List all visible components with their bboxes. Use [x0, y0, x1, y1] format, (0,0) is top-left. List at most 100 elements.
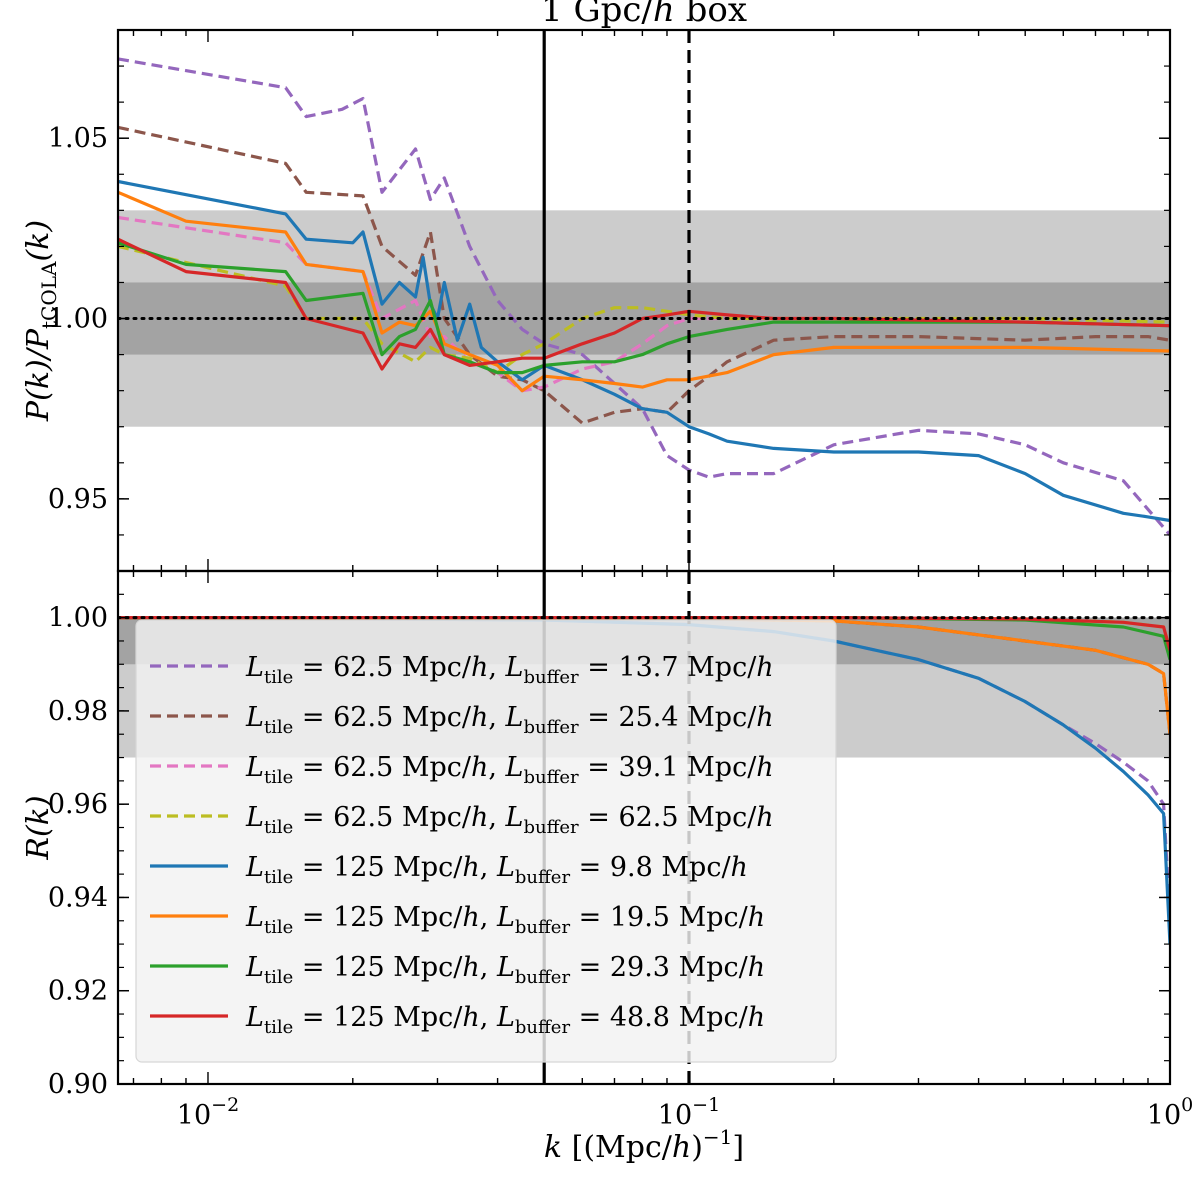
legend-sub-buffer: buffer	[523, 817, 579, 838]
legend-L: L	[505, 702, 524, 733]
xlabel-bracket: ]	[732, 1130, 744, 1165]
legend-L: L	[496, 852, 515, 883]
legend-h: h	[756, 652, 773, 683]
legend-buffer-value: = 9.8 Mpc/	[570, 852, 731, 883]
legend-h: h	[756, 802, 773, 833]
bottom-ytick-label: 0.98	[48, 696, 108, 727]
legend-tile-value: = 125 Mpc/	[293, 952, 463, 983]
legend-sep: ,	[480, 1002, 497, 1033]
top-series-t125_19	[118, 190, 1170, 393]
legend-L: L	[496, 1002, 515, 1033]
legend-box	[135, 619, 837, 1063]
legend-sub-tile: tile	[264, 717, 293, 738]
legend-h: h	[471, 802, 488, 833]
legend-h: h	[756, 752, 773, 783]
legend-entry-t62_62: Ltile = 62.5 Mpc/h, Lbuffer = 62.5 Mpc/h	[245, 802, 774, 838]
legend-entry-t62_25: Ltile = 62.5 Mpc/h, Lbuffer = 25.4 Mpc/h	[245, 702, 774, 738]
legend-L: L	[245, 1002, 264, 1033]
legend-sub-tile: tile	[264, 817, 293, 838]
legend-sep: ,	[480, 952, 497, 983]
top-series-t125_29	[118, 241, 1170, 375]
xtick-exponent: −1	[692, 1094, 720, 1116]
xtick-exponent: −2	[211, 1094, 239, 1116]
top-series-t62_25	[118, 125, 1170, 425]
legend-sub-tile: tile	[264, 667, 293, 688]
xtick-base: 10	[1147, 1100, 1181, 1131]
legend-buffer-value: = 25.4 Mpc/	[579, 702, 758, 733]
legend-buffer-value: = 39.1 Mpc/	[579, 752, 758, 783]
legend-L: L	[505, 752, 524, 783]
legend-L: L	[245, 952, 264, 983]
xlabel-k: k	[544, 1130, 562, 1165]
legend-L: L	[245, 852, 264, 883]
legend-sub-buffer: buffer	[523, 717, 579, 738]
legend-tile-value: = 62.5 Mpc/	[293, 652, 472, 683]
legend-sub-tile: tile	[264, 767, 293, 788]
top-series-t125_48	[118, 237, 1170, 371]
legend-L: L	[505, 802, 524, 833]
bottom-series-t125_48	[118, 616, 1170, 651]
xlabel-part: [(Mpc/	[562, 1130, 673, 1165]
legend-sub-buffer: buffer	[515, 1017, 571, 1038]
chart-title: 1 Gpc/h box	[541, 0, 747, 30]
legend-sub-buffer: buffer	[515, 867, 571, 888]
legend-h: h	[471, 702, 488, 733]
legend-h: h	[748, 952, 765, 983]
legend-entry-t125_9: Ltile = 125 Mpc/h, Lbuffer = 9.8 Mpc/h	[245, 852, 748, 888]
legend-sep: ,	[488, 702, 505, 733]
legend-h: h	[471, 652, 488, 683]
xtick-label: 100	[1147, 1094, 1193, 1131]
legend-L: L	[496, 952, 515, 983]
legend-sub-tile: tile	[264, 917, 293, 938]
legend-buffer-value: = 29.3 Mpc/	[570, 952, 749, 983]
legend-L: L	[245, 702, 264, 733]
legend-sub-buffer: buffer	[523, 767, 579, 788]
legend-h: h	[462, 852, 479, 883]
legend-tile-value: = 125 Mpc/	[293, 902, 463, 933]
legend-entry-t62_13: Ltile = 62.5 Mpc/h, Lbuffer = 13.7 Mpc/h	[245, 652, 774, 688]
legend-sep: ,	[488, 752, 505, 783]
legend-sub-buffer: buffer	[523, 667, 579, 688]
legend: Ltile = 62.5 Mpc/h, Lbuffer = 13.7 Mpc/h…	[135, 619, 837, 1063]
legend-h: h	[748, 1002, 765, 1033]
legend-buffer-value: = 62.5 Mpc/	[579, 802, 758, 833]
ylabel-main: P(k)/P	[21, 328, 56, 422]
legend-entry-t125_29: Ltile = 125 Mpc/h, Lbuffer = 29.3 Mpc/h	[245, 952, 765, 988]
legend-tile-value: = 62.5 Mpc/	[293, 702, 472, 733]
title-part: box	[675, 0, 747, 30]
legend-sub-buffer: buffer	[515, 967, 571, 988]
legend-L: L	[245, 652, 264, 683]
legend-tile-value: = 62.5 Mpc/	[293, 802, 472, 833]
legend-h: h	[748, 902, 765, 933]
legend-entry-t62_39: Ltile = 62.5 Mpc/h, Lbuffer = 39.1 Mpc/h	[245, 752, 774, 788]
legend-sep: ,	[480, 902, 497, 933]
legend-L: L	[245, 802, 264, 833]
legend-buffer-value: = 19.5 Mpc/	[570, 902, 749, 933]
ylabel-subscript: tCOLA	[37, 261, 61, 329]
title-part: 1 Gpc/	[541, 0, 653, 30]
legend-sep: ,	[488, 652, 505, 683]
xtick-label: 10−1	[658, 1094, 720, 1131]
top-series-t62_13	[118, 57, 1170, 536]
top-ytick-label: 0.95	[48, 484, 108, 515]
legend-entry-t125_19: Ltile = 125 Mpc/h, Lbuffer = 19.5 Mpc/h	[245, 902, 765, 938]
legend-h: h	[462, 1002, 479, 1033]
legend-h: h	[471, 752, 488, 783]
legend-L: L	[245, 902, 264, 933]
top-series-t125_9	[118, 179, 1170, 523]
legend-L: L	[496, 902, 515, 933]
legend-tile-value: = 125 Mpc/	[293, 852, 463, 883]
legend-h: h	[756, 702, 773, 733]
xlabel-part: )	[691, 1130, 703, 1165]
legend-sep: ,	[488, 802, 505, 833]
top-plot-area	[118, 30, 1170, 571]
bottom-series-t125_19	[118, 616, 1170, 735]
legend-tile-value: = 62.5 Mpc/	[293, 752, 472, 783]
bottom-ytick-label: 0.96	[48, 789, 108, 820]
xlabel-h: h	[672, 1130, 691, 1165]
legend-buffer-value: = 13.7 Mpc/	[579, 652, 758, 683]
legend-L: L	[245, 752, 264, 783]
legend-tile-value: = 125 Mpc/	[293, 1002, 463, 1033]
xtick-exponent: 0	[1181, 1094, 1193, 1116]
